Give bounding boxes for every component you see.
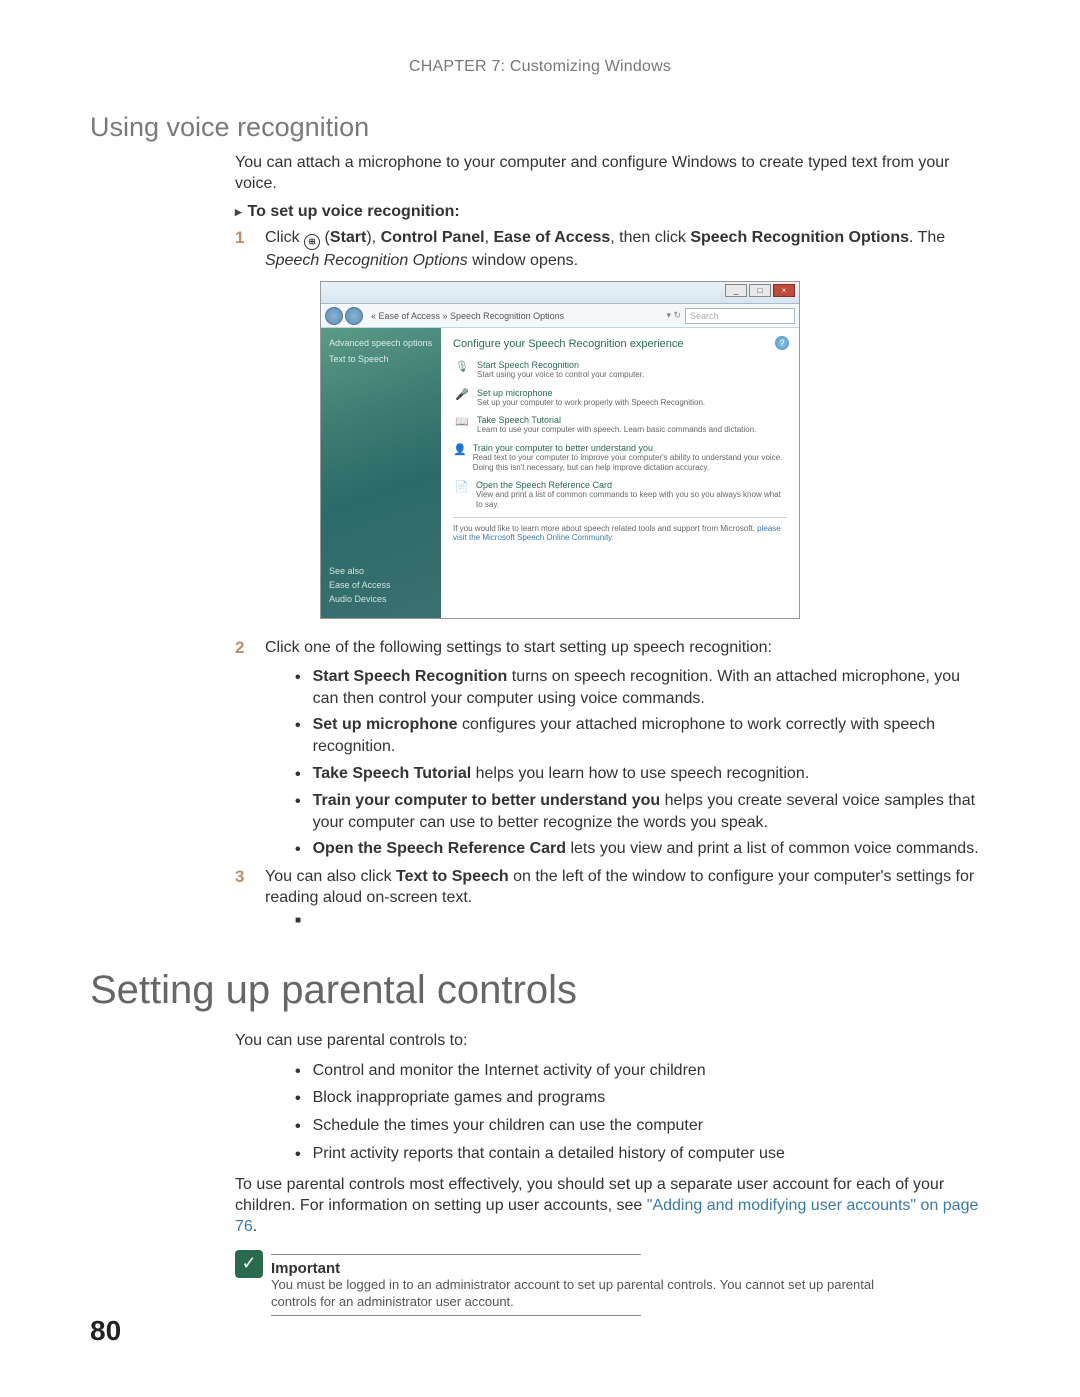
bullet-text: Control and monitor the Internet activit…	[313, 1060, 990, 1083]
bullet-title: Set up microphone	[313, 716, 458, 733]
option-icon: 📄	[453, 480, 470, 494]
pc-p2-post: .	[253, 1218, 257, 1235]
page-number: 80	[90, 1315, 121, 1347]
chapter-header: CHAPTER 7: Customizing Windows	[90, 58, 990, 76]
sidebar-item: Text to Speech	[329, 354, 433, 364]
bullet-item: Train your computer to better understand…	[295, 790, 990, 833]
ss-option-desc: Read text to your computer to improve yo…	[473, 453, 787, 472]
ss-option: 👤 Train your computer to better understan…	[453, 443, 787, 472]
back-icon	[325, 307, 343, 325]
step2-text: Click one of the following settings to s…	[265, 637, 990, 660]
ss-option: 🎤 Set up microphoneSet up your computer t…	[453, 388, 787, 408]
step-3: 3 You can also click Text to Speech on t…	[235, 866, 990, 909]
windows-start-icon: ⊞	[304, 234, 320, 250]
end-procedure-mark: ■	[295, 915, 990, 926]
option-icon: 👤	[453, 443, 467, 457]
bullet-item: Block inappropriate games and programs	[295, 1087, 990, 1110]
bullet-title: Open the Speech Reference Card	[313, 840, 566, 857]
step-2: 2 Click one of the following settings to…	[235, 637, 990, 660]
breadcrumb: « Ease of Access » Speech Recognition Op…	[365, 311, 666, 321]
step1-then: , then click	[610, 229, 690, 246]
step-number: 2	[235, 637, 265, 660]
ss-option-title: Take Speech Tutorial	[477, 415, 756, 425]
bullet-text: Schedule the times your children can use…	[313, 1115, 990, 1138]
ss-titlebar: _ □ ×	[321, 282, 799, 304]
step1-post2: window opens.	[468, 252, 578, 269]
important-callout: ✓ Important You must be logged in to an …	[235, 1248, 875, 1317]
step-number: 3	[235, 866, 265, 909]
bullet-item: Control and monitor the Internet activit…	[295, 1060, 990, 1083]
sidebar-item: Advanced speech options	[329, 338, 433, 348]
ss-option: 🎙 Start Speech RecognitionStart using you…	[453, 360, 787, 380]
ss-option-title: Train your computer to better understand…	[473, 443, 787, 453]
sidebar-item: Audio Devices	[329, 594, 391, 604]
ss-content-title: Configure your Speech Recognition experi…	[453, 338, 787, 350]
ss-option: 📄 Open the Speech Reference CardView and …	[453, 480, 787, 509]
bullet-title: Train your computer to better understand…	[313, 792, 661, 809]
bullet-item: Take Speech Tutorial helps you learn how…	[295, 763, 990, 786]
bullet-item: Schedule the times your children can use…	[295, 1115, 990, 1138]
bullet-text: lets you view and print a list of common…	[566, 840, 979, 857]
bullet-text: Block inappropriate games and programs	[313, 1087, 990, 1110]
intro-text: You can attach a microphone to your comp…	[235, 153, 990, 195]
important-title: Important	[271, 1260, 875, 1277]
ss-option-desc: View and print a list of common commands…	[476, 490, 787, 509]
speech-options-label: Speech Recognition Options	[690, 229, 909, 246]
ss-option-desc: Set up your computer to work properly wi…	[477, 398, 705, 408]
bullet-title: Start Speech Recognition	[313, 668, 508, 685]
section-title-voice: Using voice recognition	[90, 112, 990, 143]
bullet-text: helps you learn how to use speech recogn…	[471, 765, 809, 782]
ss-option-title: Open the Speech Reference Card	[476, 480, 787, 490]
step-number: 1	[235, 227, 265, 272]
ss-option-desc: Start using your voice to control your c…	[477, 370, 644, 380]
minimize-icon: _	[725, 284, 747, 297]
bullet-text: Print activity reports that contain a de…	[313, 1143, 990, 1166]
ss-option-title: Set up microphone	[477, 388, 705, 398]
forward-icon	[345, 307, 363, 325]
start-label: Start	[330, 229, 366, 246]
speech-recognition-screenshot: _ □ × « Ease of Access » Speech Recognit…	[320, 281, 800, 619]
option-icon: 🎤	[453, 388, 471, 402]
maximize-icon: □	[749, 284, 771, 297]
ss-content: ? Configure your Speech Recognition expe…	[441, 328, 799, 618]
pc-intro: You can use parental controls to:	[235, 1031, 990, 1052]
bullet-item: Set up microphone configures your attach…	[295, 714, 990, 757]
bullet-item: Start Speech Recognition turns on speech…	[295, 666, 990, 709]
ss-sidebar: Advanced speech options Text to Speech S…	[321, 328, 441, 618]
close-icon: ×	[773, 284, 795, 297]
step3-pre: You can also click	[265, 868, 396, 885]
step1-pre: Click	[265, 229, 304, 246]
sidebar-item: Ease of Access	[329, 580, 391, 590]
step1-post1: . The	[909, 229, 945, 246]
option-icon: 📖	[453, 415, 471, 429]
ss-option: 📖 Take Speech TutorialLearn to use your c…	[453, 415, 787, 435]
ss-option-title: Start Speech Recognition	[477, 360, 644, 370]
checkmark-icon: ✓	[235, 1250, 263, 1278]
step-1: 1 Click ⊞ (Start), Control Panel, Ease o…	[235, 227, 990, 272]
sidebar-heading: See also	[329, 566, 391, 576]
ss-footer-note: If you would like to learn more about sp…	[453, 517, 787, 542]
option-icon: 🎙	[453, 360, 471, 374]
ss-option-desc: Learn to use your computer with speech. …	[477, 425, 756, 435]
procedure-header: To set up voice recognition:	[235, 203, 990, 221]
speech-window-name: Speech Recognition Options	[265, 252, 468, 269]
ease-of-access-label: Ease of Access	[493, 229, 610, 246]
ss-address-bar: « Ease of Access » Speech Recognition Op…	[321, 304, 799, 328]
section-title-parental: Setting up parental controls	[90, 968, 990, 1013]
bullet-item: Open the Speech Reference Card lets you …	[295, 838, 990, 861]
text-to-speech-label: Text to Speech	[396, 868, 509, 885]
important-text: You must be logged in to an administrato…	[271, 1277, 875, 1311]
control-panel-label: Control Panel	[381, 229, 485, 246]
bullet-title: Take Speech Tutorial	[313, 765, 472, 782]
search-box: Search	[685, 308, 795, 324]
bullet-item: Print activity reports that contain a de…	[295, 1143, 990, 1166]
pc-paragraph2: To use parental controls most effectivel…	[235, 1175, 990, 1237]
